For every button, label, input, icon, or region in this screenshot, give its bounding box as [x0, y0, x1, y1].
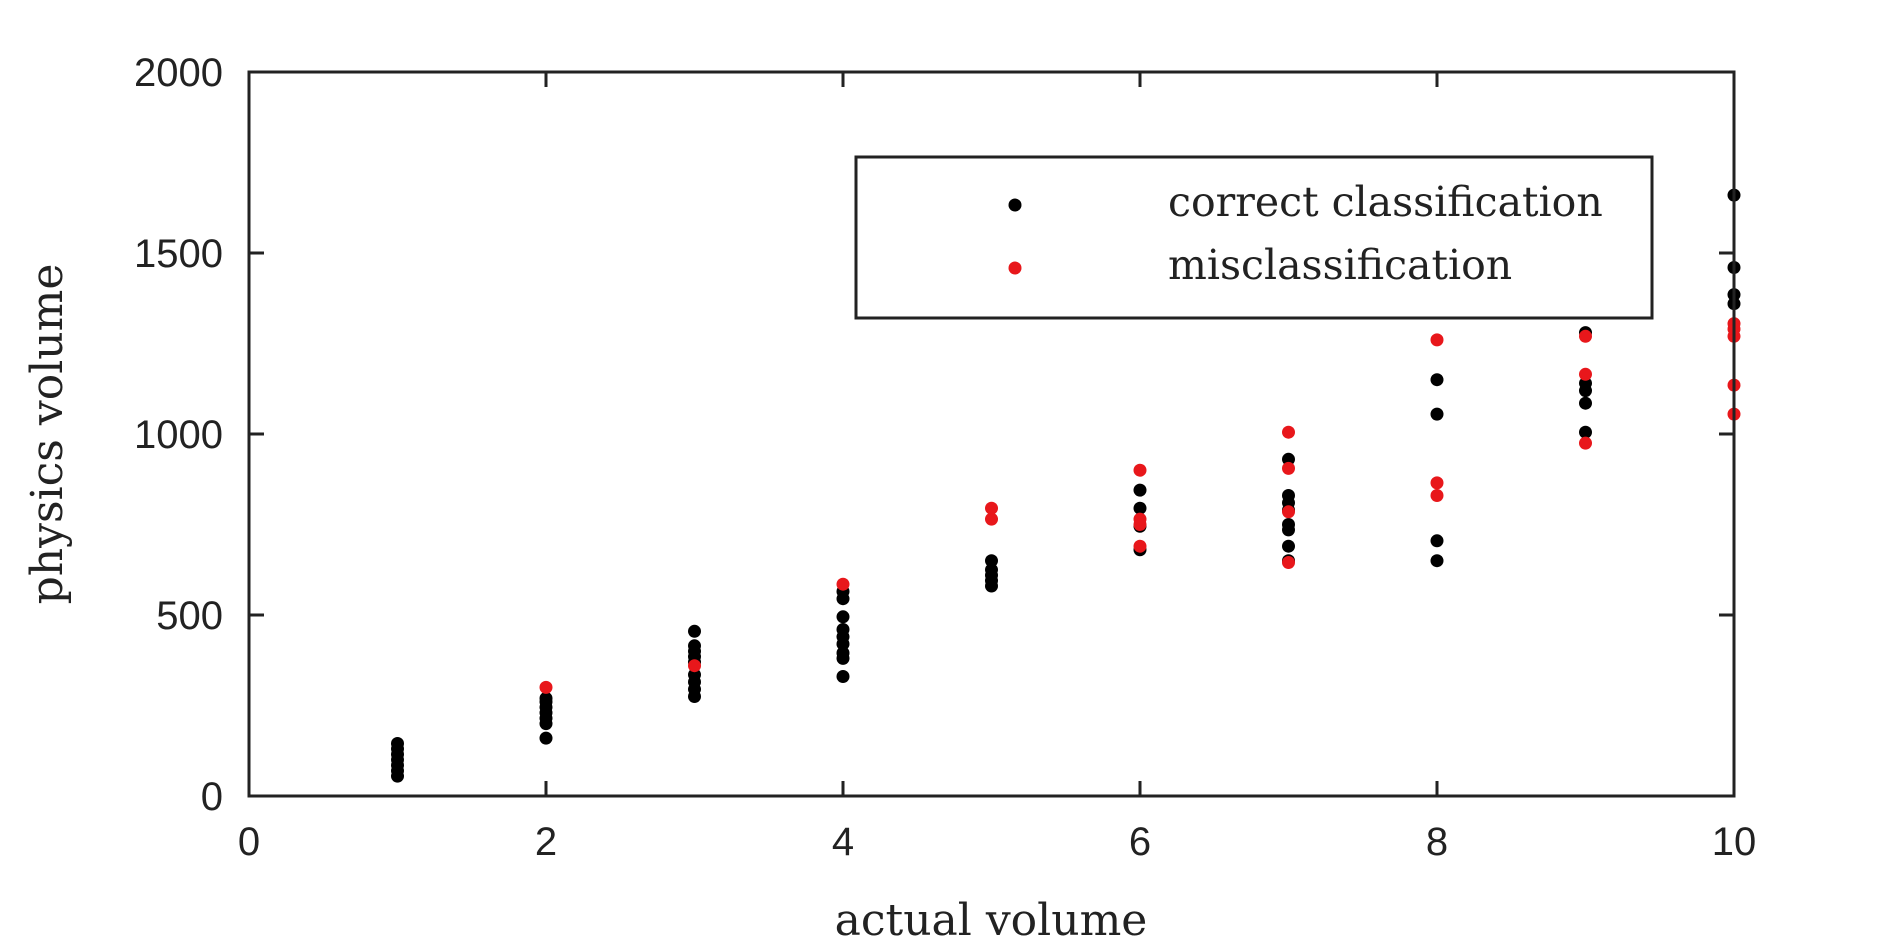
- data-point-correct-classification: [1282, 518, 1295, 531]
- data-point-correct-classification: [539, 731, 553, 745]
- axis-ticks: [249, 72, 1734, 796]
- x-tick-label: 0: [238, 820, 260, 864]
- data-point-misclassification: [1282, 461, 1295, 475]
- legend-marker-misclassification: [1008, 261, 1022, 275]
- axis-tick-labels: 0 2 4 6 8 10 0 500 1000 1500 2000: [134, 51, 1756, 864]
- data-point-correct-classification: [836, 670, 850, 683]
- data-point-misclassification: [1579, 367, 1592, 381]
- data-point-correct-classification: [1430, 373, 1444, 387]
- x-tick-label: 6: [1129, 820, 1151, 864]
- y-tick-label: 1500: [134, 232, 223, 276]
- data-point-correct-classification: [1579, 396, 1592, 410]
- data-point-correct-classification: [688, 639, 701, 653]
- data-point-correct-classification: [688, 668, 701, 682]
- data-point-correct-classification: [539, 691, 553, 705]
- data-point-correct-classification: [1282, 489, 1295, 502]
- data-point-correct-classification: [985, 554, 998, 568]
- data-point-misclassification: [1282, 505, 1295, 519]
- legend-label-correct-classification: correct classification: [1168, 178, 1603, 226]
- legend-marker-correct-classification: [1008, 198, 1022, 212]
- data-point-misclassification: [1430, 333, 1444, 347]
- data-point-misclassification: [1133, 463, 1147, 477]
- x-tick-label: 8: [1426, 820, 1448, 864]
- data-point-misclassification: [539, 680, 553, 694]
- data-point-misclassification: [1133, 539, 1147, 553]
- data-point-correct-classification: [1430, 554, 1444, 568]
- y-tick-label: 1000: [134, 413, 223, 457]
- y-axis-label: physics volume: [22, 264, 73, 605]
- data-point-correct-classification: [985, 563, 998, 577]
- legend: correct classification misclassification: [854, 155, 1654, 320]
- data-point-misclassification: [1579, 329, 1592, 343]
- data-point-correct-classification: [391, 737, 404, 750]
- x-axis-label: actual volume: [835, 895, 1148, 945]
- data-point-correct-classification: [1430, 407, 1444, 421]
- data-point-misclassification: [1579, 436, 1592, 450]
- legend-box: [854, 155, 1654, 320]
- x-tick-label: 2: [535, 820, 557, 864]
- data-point-misclassification: [1430, 489, 1444, 502]
- data-point-misclassification: [1282, 425, 1295, 439]
- data-point-correct-classification: [836, 610, 850, 624]
- data-point-correct-classification: [1282, 539, 1295, 553]
- data-points-layer: [391, 188, 1741, 783]
- data-point-misclassification: [985, 501, 998, 515]
- data-point-correct-classification: [1579, 425, 1592, 439]
- data-point-correct-classification: [1579, 376, 1592, 390]
- x-tick-label: 4: [832, 820, 854, 864]
- data-point-correct-classification: [688, 624, 701, 638]
- x-tick-label: 10: [1712, 820, 1757, 864]
- y-tick-label: 500: [156, 594, 223, 638]
- data-point-correct-classification: [836, 646, 850, 660]
- data-point-correct-classification: [836, 623, 850, 636]
- data-point-misclassification: [985, 512, 998, 526]
- data-point-misclassification: [1282, 556, 1295, 569]
- data-point-misclassification: [1430, 476, 1444, 490]
- data-point-misclassification: [688, 659, 701, 673]
- data-point-misclassification: [836, 577, 850, 591]
- data-point-correct-classification: [1430, 534, 1444, 548]
- data-point-correct-classification: [1133, 501, 1147, 515]
- y-tick-label: 2000: [134, 51, 223, 95]
- data-point-correct-classification: [1282, 452, 1295, 466]
- data-point-misclassification: [1133, 512, 1147, 526]
- legend-label-misclassification: misclassification: [1168, 241, 1512, 289]
- y-tick-label: 0: [201, 775, 223, 819]
- data-point-correct-classification: [1133, 483, 1147, 497]
